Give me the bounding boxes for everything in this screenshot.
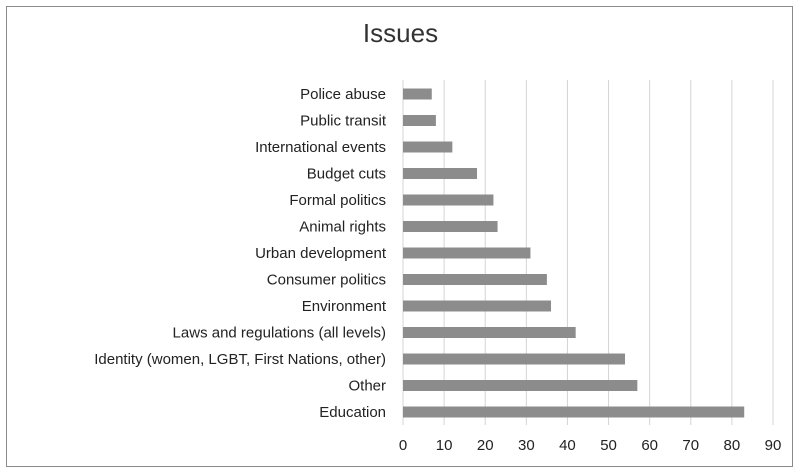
bar (403, 221, 498, 232)
category-label: Formal politics (289, 192, 386, 209)
x-tick-label: 50 (600, 437, 617, 454)
category-label: Public transit (300, 113, 387, 130)
category-label: Police abuse (300, 86, 386, 103)
category-label: Laws and regulations (all levels) (173, 325, 386, 342)
bar (403, 380, 638, 391)
x-tick-labels: 0 10 20 30 40 50 60 70 80 90 (399, 437, 782, 454)
category-label: Environment (302, 298, 387, 315)
bar (403, 88, 432, 100)
category-label: Consumer politics (267, 272, 386, 289)
category-label: Animal rights (299, 219, 386, 236)
bars (403, 88, 745, 418)
x-tick-label: 0 (399, 437, 407, 454)
x-tick-label: 40 (559, 437, 576, 454)
bar (403, 141, 453, 153)
category-label: Education (319, 404, 386, 421)
bar (403, 353, 625, 365)
x-tick-label: 30 (518, 437, 535, 454)
x-tick-label: 80 (724, 437, 741, 454)
bar (403, 406, 745, 418)
bar (403, 115, 436, 126)
category-labels: Police abuse Public transit International … (94, 86, 387, 421)
bar (403, 300, 551, 312)
category-label: Budget cuts (307, 166, 386, 183)
x-tick-label: 90 (765, 437, 782, 454)
x-tick-label: 20 (477, 437, 494, 454)
category-label: Identity (women, LGBT, First Nations, ot… (94, 351, 386, 368)
bar (403, 168, 477, 179)
bar (403, 194, 494, 206)
x-tick-label: 10 (436, 437, 453, 454)
chart-frame (6, 6, 793, 467)
x-tick-label: 60 (641, 437, 658, 454)
chart-title: Issues (362, 18, 439, 48)
bar (403, 247, 531, 259)
bar (403, 327, 576, 338)
category-label: Other (348, 378, 386, 395)
category-label: Urban development (255, 245, 387, 262)
category-label: International events (255, 139, 386, 156)
bar (403, 274, 547, 285)
x-tick-label: 70 (682, 437, 699, 454)
